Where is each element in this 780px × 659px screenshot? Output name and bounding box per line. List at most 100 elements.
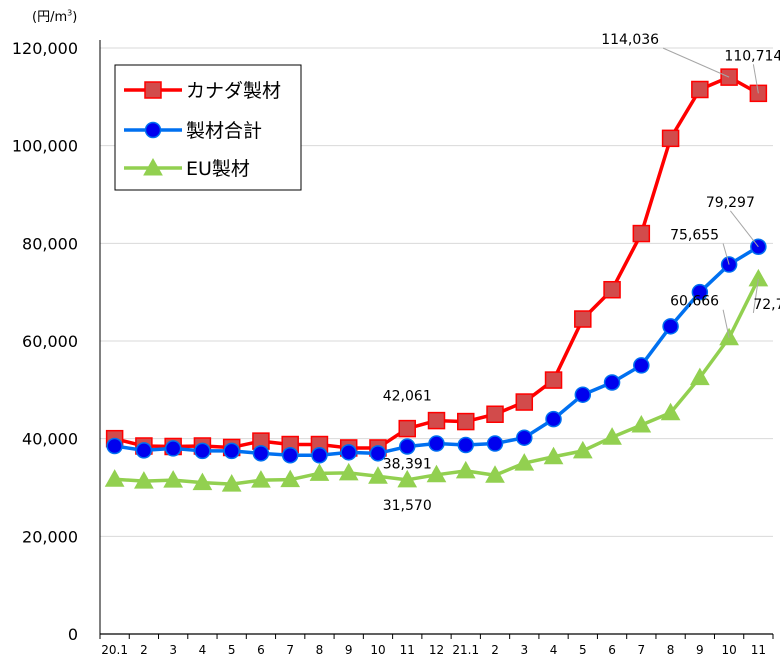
legend-item-3: EU製材 — [124, 157, 250, 180]
data-point — [603, 374, 621, 391]
data-point — [691, 80, 709, 99]
data-point — [515, 393, 534, 411]
leader-line — [729, 210, 759, 248]
leader-line — [752, 64, 759, 94]
data-point — [748, 268, 769, 287]
y-tick-labels: 0 20,000 40,000 60,000 80,000 100,000 120,000 — [12, 39, 78, 644]
data-point — [104, 469, 125, 487]
x-tick-label: 8 — [316, 643, 324, 657]
series-group — [104, 68, 769, 492]
data-point — [309, 463, 330, 481]
data-point — [516, 429, 533, 446]
y-tick-label: 40,000 — [22, 430, 78, 449]
x-tick-label: 11 — [751, 643, 766, 657]
x-tick-labels: 20.1 2 3 4 5 6 7 8 9 10 11 12 21.1 2 3 4 5 6 7 8 9 10 11 — [101, 643, 766, 657]
data-point — [427, 411, 446, 430]
series-1 — [105, 68, 768, 457]
data-point — [514, 453, 535, 471]
data-point — [486, 405, 504, 423]
data-point — [544, 371, 563, 389]
data-point — [194, 442, 211, 460]
data-point — [135, 442, 153, 459]
x-tick-label: 6 — [608, 643, 616, 657]
data-point — [398, 438, 416, 455]
y-tick-label: 20,000 — [22, 527, 78, 546]
legend-item-2: 製材合計 — [124, 120, 262, 142]
data-label: 110,714 — [724, 48, 780, 64]
data-point — [572, 440, 593, 459]
data-point — [543, 446, 564, 465]
data-point — [457, 412, 475, 431]
x-tick-label: 20.1 — [101, 643, 128, 657]
data-point — [574, 310, 592, 328]
x-tick-label: 4 — [550, 643, 558, 657]
leader-line — [722, 309, 730, 338]
x-tick-label: 10 — [721, 643, 736, 657]
data-point — [144, 121, 162, 139]
x-tick-label: 5 — [579, 643, 587, 657]
data-point — [369, 445, 387, 462]
data-label: 31,570 — [383, 498, 432, 514]
x-tick-label: 10 — [370, 643, 385, 657]
series-3 — [104, 268, 769, 492]
data-point — [223, 442, 240, 460]
x-tick-label: 11 — [400, 643, 415, 657]
data-label: 60,666 — [670, 294, 719, 310]
data-point — [426, 464, 447, 483]
x-tick-label: 8 — [667, 643, 675, 657]
y-tick-label: 80,000 — [22, 234, 78, 253]
data-label: 114,036 — [601, 32, 659, 48]
x-tick-label: 7 — [286, 643, 294, 657]
x-tick-label: 9 — [345, 643, 353, 657]
series-2 — [106, 238, 767, 464]
data-point — [368, 466, 388, 484]
data-point — [397, 469, 418, 488]
x-tick-label: 3 — [169, 643, 177, 657]
data-point — [134, 471, 154, 489]
data-point — [311, 447, 328, 464]
data-point — [428, 435, 445, 452]
y-tick-label: 60,000 — [22, 332, 78, 351]
legend-label: 製材合計 — [186, 120, 262, 142]
data-point — [660, 402, 681, 421]
data-point — [338, 462, 359, 481]
data-label: 75,655 — [670, 228, 719, 244]
data-point — [457, 436, 475, 454]
leader-line — [752, 278, 759, 314]
data-point — [106, 437, 123, 455]
data-point — [574, 386, 592, 403]
x-tick-label: 3 — [520, 643, 528, 657]
x-tick-label: 12 — [429, 643, 444, 657]
data-point — [486, 435, 504, 452]
data-label: 38,391 — [383, 457, 432, 473]
x-tick-label: 5 — [228, 643, 236, 657]
data-point — [455, 460, 476, 479]
data-point — [398, 419, 416, 438]
data-point — [164, 440, 182, 457]
data-point — [340, 444, 357, 461]
data-point — [280, 469, 301, 488]
x-tick-label: 4 — [199, 643, 207, 657]
data-point — [631, 414, 652, 433]
data-point — [545, 410, 562, 428]
series-line — [114, 278, 760, 486]
data-point — [281, 447, 299, 464]
legend-label: カナダ製材 — [186, 80, 281, 102]
x-tick-label: 6 — [257, 643, 265, 657]
data-labels: 42,061 38,391 31,570 114,036 110,714 75,655 79… — [383, 32, 780, 514]
data-point — [603, 280, 621, 299]
legend-item-1: カナダ製材 — [124, 80, 281, 102]
x-tick-label: 2 — [491, 643, 499, 657]
axes — [99, 40, 774, 639]
data-point — [485, 465, 505, 483]
data-point — [632, 224, 651, 243]
data-point — [661, 129, 680, 148]
data-point — [689, 367, 710, 386]
leader-line — [722, 243, 730, 265]
data-point — [662, 318, 679, 335]
data-point — [252, 445, 270, 462]
x-tick-label: 2 — [140, 643, 148, 657]
x-tick-label: 9 — [696, 643, 704, 657]
data-label: 79,297 — [706, 195, 755, 211]
